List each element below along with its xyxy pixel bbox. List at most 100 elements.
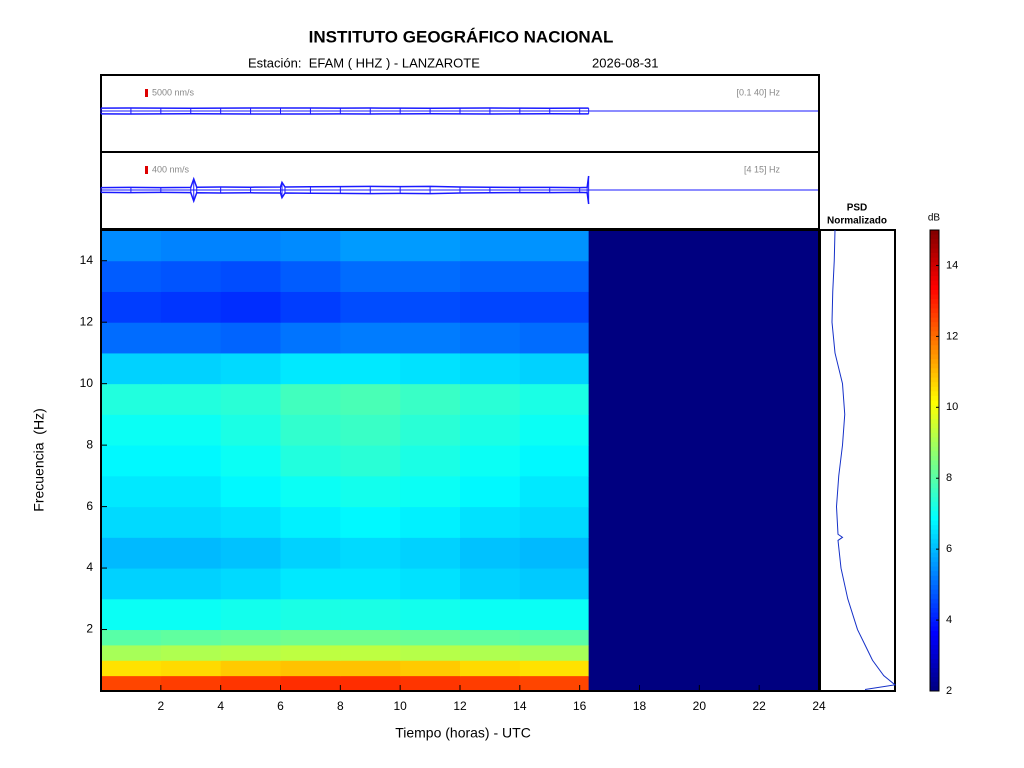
colorbar-label: dB <box>928 213 941 224</box>
heat-cell <box>101 445 162 477</box>
colorbar-step <box>930 280 939 286</box>
colorbar-step <box>930 322 939 328</box>
heat-cell <box>400 260 461 292</box>
heat-cell <box>588 644 820 661</box>
heat-cell <box>588 475 820 508</box>
band-label: [0.1 40] Hz <box>736 87 780 97</box>
heat-cell <box>220 352 281 385</box>
colorbar-step <box>930 566 939 572</box>
heat-cell <box>400 352 461 385</box>
y-tick-label: 2 <box>86 622 93 636</box>
heat-cell <box>280 644 341 661</box>
colorbar-step <box>930 492 939 498</box>
colorbar-step <box>930 534 939 540</box>
colorbar-step <box>930 548 939 554</box>
heat-cell <box>519 629 590 646</box>
heat-cell <box>220 675 281 692</box>
x-tick-label: 18 <box>633 699 647 713</box>
heat-cell <box>160 675 222 692</box>
heat-cell <box>220 383 281 415</box>
heat-cell <box>340 675 401 692</box>
heat-cell <box>588 291 820 323</box>
x-tick-label: 10 <box>393 699 407 713</box>
heat-cell <box>588 675 820 692</box>
heat-cell <box>340 414 401 446</box>
colorbar-tick-label: 2 <box>946 685 952 697</box>
heat-cell <box>460 598 521 631</box>
heat-cell <box>280 506 341 538</box>
colorbar-step <box>930 561 939 568</box>
heat-cell <box>519 537 590 569</box>
heat-cell <box>160 352 222 385</box>
heat-cell <box>101 506 162 538</box>
heat-cell <box>280 291 341 323</box>
heat-cell <box>400 475 461 508</box>
scale-label: 5000 nm/s <box>152 87 195 97</box>
heat-cell <box>160 568 222 600</box>
colorbar-step <box>930 520 939 526</box>
heat-cell <box>160 291 222 323</box>
colorbar-step <box>930 543 939 549</box>
scale-bar <box>145 89 148 97</box>
heat-cell <box>340 598 401 631</box>
colorbar-step <box>930 529 939 535</box>
colorbar-frame <box>929 229 940 692</box>
heat-cell <box>220 598 281 631</box>
heat-cell <box>280 660 341 677</box>
heat-cell <box>220 660 281 677</box>
heat-cell <box>101 537 162 569</box>
heat-cell <box>519 475 590 508</box>
heat-cell <box>280 629 341 646</box>
heat-cell <box>588 537 820 569</box>
colorbar-step <box>930 649 939 655</box>
colorbar-step <box>930 414 939 420</box>
psd-title: PSD <box>847 203 868 214</box>
colorbar-step <box>930 686 939 692</box>
heat-cell <box>340 537 401 569</box>
heat-cell <box>160 660 222 677</box>
heat-cell <box>280 537 341 569</box>
heat-cell <box>280 383 341 415</box>
heat-cell <box>460 629 521 646</box>
colorbar-step <box>930 372 939 379</box>
station: Estación: EFAM ( HHZ ) - LANZAROTE <box>248 55 480 70</box>
heat-cell <box>460 414 521 446</box>
heat-cell <box>220 414 281 446</box>
y-tick-label: 10 <box>80 376 94 390</box>
heat-cell <box>280 475 341 508</box>
heat-cell <box>340 291 401 323</box>
heat-cell <box>101 414 162 446</box>
colorbar-step <box>930 432 939 438</box>
heat-cell <box>220 260 281 292</box>
colorbar-step <box>930 409 939 415</box>
heat-cell <box>160 260 222 292</box>
heat-cell <box>460 506 521 538</box>
heat-cell <box>519 644 590 661</box>
heat-cell <box>588 383 820 415</box>
x-tick-label: 16 <box>573 699 587 713</box>
colorbar-step <box>930 303 939 309</box>
colorbar-step <box>930 640 939 646</box>
heat-cell <box>160 475 222 508</box>
heat-cell <box>101 629 162 646</box>
heat-cell <box>280 445 341 477</box>
heat-cell <box>519 322 590 354</box>
heat-cell <box>588 414 820 446</box>
colorbar-step <box>930 405 939 411</box>
colorbar-step <box>930 667 939 674</box>
heat-cell <box>101 260 162 292</box>
heat-cell <box>101 322 162 354</box>
heat-cell <box>460 644 521 661</box>
heat-cell <box>160 598 222 631</box>
heat-cell <box>160 322 222 354</box>
colorbar-step <box>930 446 939 452</box>
heat-cell <box>160 383 222 415</box>
heat-cell <box>340 352 401 385</box>
heat-cell <box>519 260 590 292</box>
heat-cell <box>400 322 461 354</box>
colorbar-step <box>930 478 939 485</box>
x-tick-label: 14 <box>513 699 527 713</box>
colorbar-tick-label: 4 <box>946 614 952 626</box>
colorbar-step <box>930 386 939 392</box>
heat-cell <box>101 291 162 323</box>
